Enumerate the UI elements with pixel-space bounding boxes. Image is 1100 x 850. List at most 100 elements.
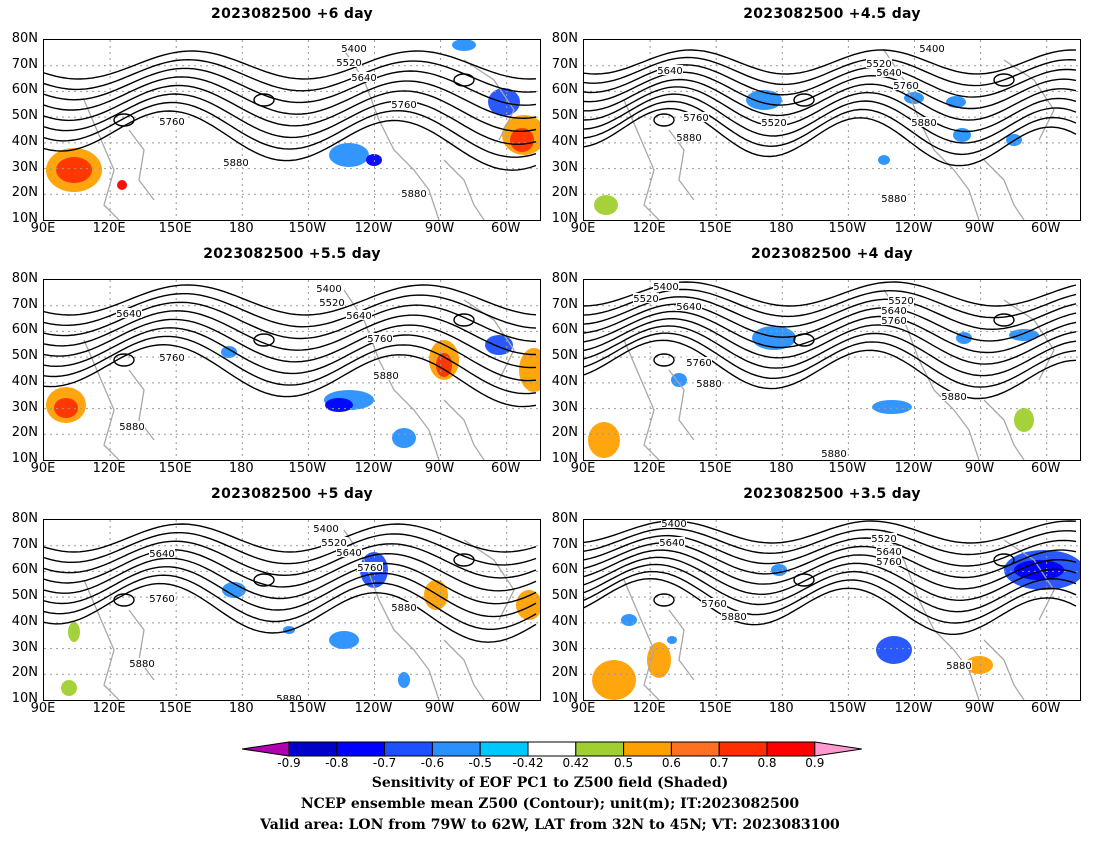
z500-contour [44, 557, 537, 605]
sensitivity-shading [671, 373, 687, 387]
contour-label-bg [336, 57, 362, 67]
sensitivity-shading [117, 180, 127, 190]
lon-tick-label: 180 [768, 221, 794, 236]
colorbar-tick-label: -0.8 [325, 756, 349, 770]
lat-tick-label: 20N [11, 425, 38, 441]
lat-tick-label: 50N [551, 588, 578, 604]
z500-contour-closed [793, 573, 815, 587]
lon-tick-label: 90W [964, 461, 995, 476]
sensitivity-shading [588, 422, 620, 458]
z500-contour [44, 566, 537, 618]
colorbar-tick-label: 0.7 [709, 756, 729, 770]
lon-tick-label: 90E [30, 461, 56, 476]
caption-line-3: Valid area: LON from 79W to 62W, LAT fro… [260, 817, 840, 833]
sensitivity-shading [329, 143, 369, 167]
z500-contour [44, 523, 537, 553]
sensitivity-shading [61, 680, 77, 696]
lat-tick-label: 40N [551, 133, 578, 149]
z500-contour [44, 327, 537, 382]
sensitivity-shading [510, 128, 534, 152]
lat-tick-label: 40N [551, 373, 578, 389]
lon-tick-label: 120E [632, 701, 666, 716]
panel-title-4: 2023082500 +4 day [751, 246, 913, 262]
sensitivity-shading [904, 92, 924, 104]
contour-label: 5760 [367, 334, 392, 345]
contour-label-bg [223, 157, 249, 167]
contour-label-bg [919, 43, 945, 53]
coastline [443, 399, 485, 460]
contour-label: 5880 [391, 603, 416, 614]
contour-label: 5520 [633, 294, 658, 305]
lon-tick-label: 150E [158, 461, 192, 476]
colorbar-box [288, 741, 338, 757]
coastline [668, 609, 695, 681]
lat-tick-label: 30N [551, 399, 578, 415]
lon-tick-label: 180 [768, 461, 794, 476]
lon-tick-label: 120E [632, 461, 666, 476]
lon-tick-label: 180 [228, 461, 254, 476]
z500-contour [44, 574, 537, 630]
contour-label-bg [876, 67, 902, 77]
lon-tick-label: 120E [92, 461, 126, 476]
coastline [623, 99, 660, 220]
contour-label-bg [149, 593, 175, 603]
sensitivity-shading [516, 590, 540, 620]
coastline [463, 539, 515, 621]
lat-tick-label: 30N [11, 639, 38, 655]
lon-tick-label: 150W [828, 701, 867, 716]
contour-label-bg [946, 660, 972, 670]
contour-label-bg [633, 293, 659, 303]
contour-label-bg [941, 391, 967, 401]
colorbar-tick-label: 0.9 [805, 756, 825, 770]
colorbar-box [479, 741, 529, 757]
colorbar-box [384, 741, 433, 757]
lon-tick-label: 180 [768, 701, 794, 716]
z500-contour [44, 540, 537, 579]
contour-label: 5640 [881, 306, 906, 317]
map-panel-3: 5400 5520 5640 5760 5640 5760 5880 5880 [43, 279, 541, 461]
z500-contour [44, 532, 537, 566]
contour-label: 5880 [129, 659, 154, 670]
z500-contour [584, 332, 1077, 388]
map-svg-1: 5400 5520 5640 5760 5760 5880 5880 [44, 40, 540, 220]
lon-tick-label: 90W [424, 701, 455, 716]
contour-label-bg [373, 370, 399, 380]
coastline [443, 159, 485, 220]
contour-label: 5880 [911, 118, 936, 129]
contour-label: 5640 [657, 66, 682, 77]
contour-label: 5520 [866, 59, 891, 70]
lon-tick-label: 90W [964, 221, 995, 236]
contour-label: 5880 [721, 612, 746, 623]
z500-contour-closed [993, 313, 1015, 327]
z500-contour [44, 101, 537, 158]
contour-label: 5400 [313, 524, 338, 535]
coastline [128, 369, 155, 441]
lon-tick-label: 60W [1030, 221, 1061, 236]
contour-label-bg [657, 65, 683, 75]
z500-contour [44, 549, 537, 592]
contour-label-bg [659, 537, 685, 547]
colorbar-left-arrow [242, 741, 290, 757]
sensitivity-shading [398, 672, 410, 688]
sensitivity-shading [56, 157, 92, 183]
sensitivity-shading [621, 614, 637, 626]
lon-tick-label: 120W [354, 461, 393, 476]
lon-tick-label: 150E [158, 221, 192, 236]
lon-tick-label: 150E [158, 701, 192, 716]
z500-contour [584, 49, 1077, 75]
colorbar-box [527, 741, 577, 757]
contour-label: 5400 [341, 44, 366, 55]
lat-tick-label: 10N [11, 451, 38, 466]
sensitivity-shading [221, 346, 237, 358]
colorbar-tick-label: -0.6 [420, 756, 445, 770]
z500-contour-closed [453, 73, 475, 87]
contour-label: 5640 [659, 538, 684, 549]
lat-tick-label: 50N [551, 108, 578, 124]
contour-label: 5400 [316, 284, 341, 295]
contour-label-bg [316, 283, 342, 293]
colorbar-tick-label: 0.5 [614, 756, 634, 770]
z500-contour-closed [653, 593, 675, 607]
sensitivity-shading [647, 642, 671, 678]
coastline [623, 339, 660, 460]
z500-contour-closed [653, 113, 675, 127]
